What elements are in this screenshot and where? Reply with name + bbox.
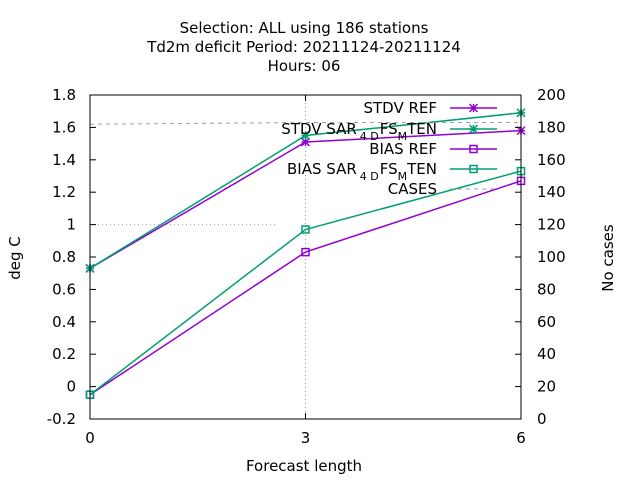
series-2-point-1 <box>301 247 310 257</box>
y-tick-label: 0.4 <box>52 313 76 331</box>
legend-marker-3 <box>469 164 478 174</box>
y2-axis-label: No cases <box>599 224 617 292</box>
series-line-3 <box>89 170 522 396</box>
y-tick-label: 1.8 <box>52 86 76 104</box>
x-axis-label: Forecast length <box>246 457 362 475</box>
y-tick-label: 0.8 <box>52 248 76 266</box>
y-axis-label: deg C <box>6 236 24 280</box>
y2-tick-label: 20 <box>537 378 556 396</box>
grid <box>90 95 306 419</box>
y2-tick-label: 0 <box>537 410 547 428</box>
y-tick-label: 0 <box>66 378 76 396</box>
y2-tick-label: 80 <box>537 280 556 298</box>
legend-label-4: CASES <box>388 180 437 198</box>
legend-marker-2 <box>469 144 478 154</box>
y-tick-label: 1.6 <box>52 118 76 136</box>
legend-label-0: STDV REF <box>363 99 437 117</box>
y2-tick-label: 200 <box>537 86 566 104</box>
y2-tick-label: 40 <box>537 345 556 363</box>
y-tick-label: 0.6 <box>52 280 76 298</box>
legend-marker-1 <box>468 124 479 134</box>
y2-tick-label: 100 <box>537 248 566 266</box>
y2-tick-label: 140 <box>537 183 566 201</box>
series-line-2 <box>89 180 522 396</box>
y-tick-label: 1.2 <box>52 183 76 201</box>
legend-label-1: STDV SAR 4 DFSMTEN <box>281 120 437 143</box>
legend-marker-0 <box>468 103 479 113</box>
y2-tick-label: 60 <box>537 313 556 331</box>
y-tick-label: 1 <box>66 216 76 234</box>
y2-tick-label: 180 <box>537 118 566 136</box>
y2-tick-label: 120 <box>537 216 566 234</box>
y-tick-label: -0.2 <box>47 410 76 428</box>
y2-tick-label: 160 <box>537 151 566 169</box>
x-tick-label: 6 <box>516 429 526 447</box>
chart-title-line2: Td2m deficit Period: 20211124-20211124 <box>146 38 461 56</box>
chart-title-line1: Selection: ALL using 186 stations <box>180 19 429 37</box>
x-tick-label: 0 <box>85 429 95 447</box>
x-tick-label: 3 <box>301 429 311 447</box>
y-tick-label: 0.2 <box>52 345 76 363</box>
legend-label-3: BIAS SAR 4 DFSMTEN <box>287 160 437 183</box>
y-tick-label: 1.4 <box>52 151 76 169</box>
chart-title-line3: Hours: 06 <box>268 57 341 75</box>
series-layer <box>85 108 526 399</box>
series-1-point-1 <box>300 130 311 141</box>
legend-label-2: BIAS REF <box>369 140 437 158</box>
series-3-point-1 <box>301 225 310 234</box>
axes: -0.200.20.40.60.811.21.41.61.80204060801… <box>47 86 566 447</box>
